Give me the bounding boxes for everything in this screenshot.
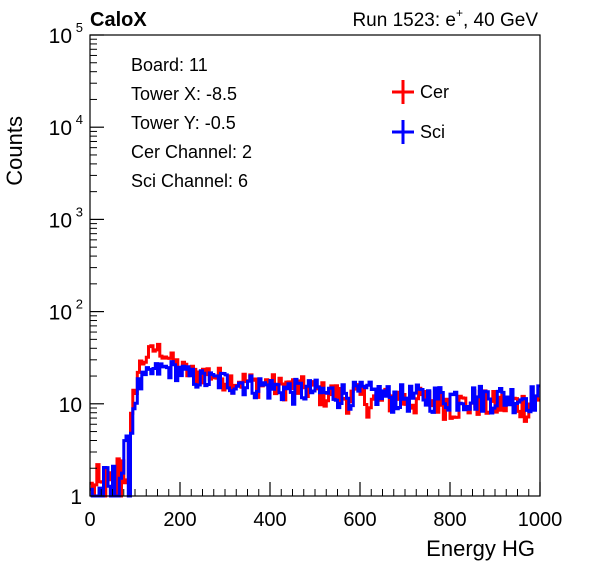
x-tick-label: 800 [433, 509, 466, 531]
x-axis-label: Energy HG [426, 536, 535, 561]
y-tick-exponent: 3 [76, 204, 83, 219]
y-tick-label: 1 [70, 486, 82, 509]
y-tick-label: 10 [49, 117, 72, 140]
x-tick-label: 400 [253, 509, 286, 531]
axis-layer: 0 200 400 600 800 1000 1 10 10 2 10 3 10 4 10 5 [49, 20, 563, 531]
legend-entry-cer: Cer [392, 80, 449, 104]
y-axis-label: Counts [2, 116, 27, 186]
legend-entry-sci: Sci [392, 120, 445, 144]
y-tick-exponent: 2 [76, 297, 83, 312]
info-cer-channel: Cer Channel: 2 [131, 142, 252, 162]
y-tick-exponent: 5 [76, 20, 83, 35]
legend-sci-label: Sci [420, 122, 445, 142]
series-sci-line [90, 360, 540, 498]
info-sci-channel: Sci Channel: 6 [131, 171, 248, 191]
info-box: Board: 11 Tower X: -8.5 Tower Y: -0.5 Ce… [120, 44, 358, 199]
y-tick-label: 10 [49, 302, 72, 325]
x-tick-label: 200 [163, 509, 196, 531]
x-tick-label: 600 [343, 509, 376, 531]
legend: Cer Sci [392, 80, 449, 144]
series-layer [90, 342, 540, 498]
info-tower-y: Tower Y: -0.5 [131, 113, 236, 133]
y-tick-label: 10 [59, 394, 82, 417]
run-info-label: Run 1523: e+, 40 GeV [352, 6, 538, 31]
x-tick-label: 0 [84, 509, 95, 531]
x-tick-label: 1000 [518, 509, 563, 531]
y-tick-label: 10 [49, 25, 72, 48]
legend-cer-label: Cer [420, 82, 449, 102]
info-tower-x: Tower X: -8.5 [131, 84, 237, 104]
y-tick-label: 10 [49, 209, 72, 232]
experiment-label: CaloX [90, 9, 147, 31]
info-board: Board: 11 [131, 55, 208, 75]
y-tick-exponent: 4 [76, 112, 83, 127]
info-box-background [120, 44, 358, 199]
